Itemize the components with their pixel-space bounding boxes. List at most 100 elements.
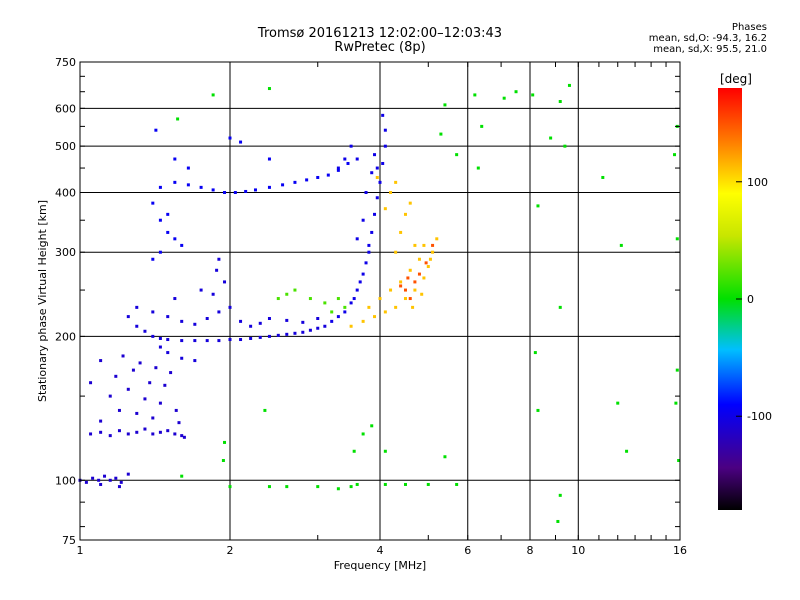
data-point	[349, 144, 353, 148]
data-point	[367, 305, 371, 309]
data-point	[413, 280, 417, 284]
data-point	[381, 113, 385, 117]
data-point	[411, 305, 415, 309]
x-tick-label: 10	[571, 544, 585, 557]
data-point	[563, 144, 567, 148]
data-point	[373, 153, 377, 157]
data-point	[169, 371, 173, 375]
data-point	[677, 458, 681, 462]
data-point	[355, 482, 359, 486]
data-point	[316, 316, 320, 320]
data-point	[117, 408, 121, 412]
data-point	[431, 243, 435, 247]
data-point	[480, 124, 484, 128]
data-point	[119, 480, 123, 484]
data-point	[126, 432, 130, 436]
data-point	[180, 319, 184, 323]
data-point	[293, 331, 297, 335]
data-point	[211, 93, 215, 97]
data-point	[166, 429, 170, 433]
data-point	[151, 257, 155, 261]
data-point	[276, 297, 280, 301]
data-point	[158, 218, 162, 222]
data-point	[439, 132, 443, 136]
data-point	[151, 416, 155, 420]
data-point	[177, 421, 181, 425]
data-point	[399, 280, 403, 284]
data-point	[326, 173, 330, 177]
data-point	[424, 261, 428, 265]
data-point	[389, 288, 393, 292]
data-point	[199, 185, 203, 189]
data-point	[166, 338, 170, 342]
data-point	[173, 297, 177, 301]
data-point	[158, 401, 162, 405]
data-point	[285, 485, 289, 489]
data-point	[413, 288, 417, 292]
data-point	[258, 321, 262, 325]
data-point	[151, 201, 155, 205]
colorbar-tick-label: 0	[747, 293, 754, 306]
y-tick-label: 400	[55, 186, 76, 199]
data-point	[154, 128, 158, 132]
data-point	[151, 334, 155, 338]
data-point	[285, 292, 289, 296]
data-point	[399, 230, 403, 234]
data-point	[426, 482, 430, 486]
data-point	[373, 212, 377, 216]
data-point	[267, 334, 271, 338]
data-point	[126, 472, 130, 476]
data-point	[336, 487, 340, 491]
data-point	[158, 430, 162, 434]
data-point	[193, 339, 197, 343]
data-point	[263, 408, 267, 412]
data-point	[180, 243, 184, 247]
data-point	[408, 268, 412, 272]
data-point	[352, 297, 356, 301]
data-point	[616, 401, 620, 405]
data-point	[180, 474, 184, 478]
data-point	[166, 230, 170, 234]
data-point	[383, 482, 387, 486]
data-point	[316, 485, 320, 489]
data-point	[349, 301, 353, 305]
data-point	[349, 324, 353, 328]
data-point	[103, 474, 107, 478]
data-point	[330, 310, 334, 314]
data-point	[176, 117, 180, 121]
data-point	[455, 153, 459, 157]
data-point	[308, 297, 312, 301]
data-point	[293, 288, 297, 292]
data-point	[343, 305, 347, 309]
data-point	[364, 261, 368, 265]
data-point	[567, 83, 571, 87]
data-point	[316, 326, 320, 330]
data-point	[228, 485, 232, 489]
data-point	[99, 419, 103, 423]
data-point	[143, 329, 147, 333]
data-point	[217, 257, 221, 261]
data-point	[151, 432, 155, 436]
data-point	[417, 257, 421, 261]
data-point	[370, 171, 374, 175]
data-point	[417, 272, 421, 276]
data-point	[394, 180, 398, 184]
data-point	[455, 482, 459, 486]
data-point	[138, 361, 142, 365]
data-point	[151, 310, 155, 314]
data-point	[443, 455, 447, 459]
data-point	[174, 408, 178, 412]
data-point	[154, 366, 158, 370]
y-tick-label: 200	[55, 330, 76, 343]
data-point	[383, 144, 387, 148]
data-point	[476, 166, 480, 170]
data-point	[361, 319, 365, 323]
y-tick-label: 500	[55, 140, 76, 153]
data-point	[143, 397, 147, 401]
data-point	[166, 315, 170, 319]
data-point	[117, 429, 121, 433]
data-point	[367, 250, 371, 254]
data-point	[244, 189, 248, 193]
data-point	[267, 185, 271, 189]
data-point	[383, 128, 387, 132]
